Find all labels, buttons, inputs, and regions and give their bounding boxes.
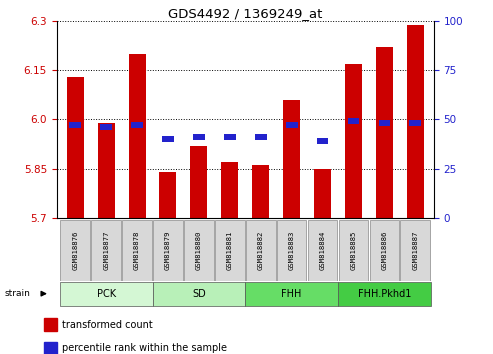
Text: GSM818876: GSM818876 — [72, 231, 78, 270]
Bar — [162, 136, 174, 142]
Bar — [317, 138, 328, 144]
Bar — [98, 123, 115, 218]
Bar — [345, 64, 362, 218]
FancyBboxPatch shape — [91, 220, 121, 281]
FancyBboxPatch shape — [60, 282, 152, 306]
Bar — [286, 122, 297, 128]
Text: GSM818880: GSM818880 — [196, 231, 202, 270]
Text: GSM818887: GSM818887 — [412, 231, 418, 270]
Text: GSM818884: GSM818884 — [319, 231, 325, 270]
Bar — [255, 134, 267, 140]
Text: FHH: FHH — [282, 289, 302, 299]
Bar — [314, 169, 331, 218]
Bar — [379, 120, 390, 126]
FancyBboxPatch shape — [215, 220, 245, 281]
FancyBboxPatch shape — [153, 220, 183, 281]
Text: SD: SD — [192, 289, 206, 299]
Bar — [100, 124, 112, 130]
FancyBboxPatch shape — [277, 220, 307, 281]
Bar — [407, 24, 424, 218]
FancyBboxPatch shape — [308, 220, 337, 281]
Bar — [70, 122, 81, 128]
FancyBboxPatch shape — [184, 220, 214, 281]
Bar — [376, 47, 393, 218]
Bar — [283, 100, 300, 218]
Bar — [129, 54, 145, 218]
Text: GSM818886: GSM818886 — [382, 231, 387, 270]
Bar — [348, 119, 359, 124]
FancyBboxPatch shape — [338, 282, 431, 306]
Text: GSM818879: GSM818879 — [165, 231, 171, 270]
Title: GDS4492 / 1369249_at: GDS4492 / 1369249_at — [168, 7, 322, 20]
FancyBboxPatch shape — [339, 220, 368, 281]
Text: GSM818881: GSM818881 — [227, 231, 233, 270]
FancyBboxPatch shape — [152, 282, 245, 306]
FancyBboxPatch shape — [122, 220, 152, 281]
Bar — [193, 134, 205, 140]
Bar — [159, 172, 176, 218]
FancyBboxPatch shape — [246, 220, 276, 281]
Text: GSM818882: GSM818882 — [258, 231, 264, 270]
Bar — [44, 342, 57, 354]
Text: GSM818885: GSM818885 — [351, 231, 356, 270]
Text: PCK: PCK — [97, 289, 116, 299]
Bar — [221, 162, 238, 218]
Bar — [252, 165, 269, 218]
Text: GSM818883: GSM818883 — [288, 231, 295, 270]
FancyBboxPatch shape — [400, 220, 430, 281]
Bar — [131, 122, 143, 128]
Text: transformed count: transformed count — [62, 320, 153, 330]
Text: FHH.Pkhd1: FHH.Pkhd1 — [358, 289, 411, 299]
Text: strain: strain — [4, 289, 31, 298]
Bar — [224, 134, 236, 140]
Bar — [409, 120, 421, 126]
Bar — [190, 146, 208, 218]
Bar — [67, 77, 84, 218]
Bar — [44, 318, 57, 331]
FancyBboxPatch shape — [370, 220, 399, 281]
FancyBboxPatch shape — [245, 282, 338, 306]
Text: GSM818878: GSM818878 — [134, 231, 140, 270]
FancyBboxPatch shape — [61, 220, 90, 281]
Text: GSM818877: GSM818877 — [103, 231, 109, 270]
Text: percentile rank within the sample: percentile rank within the sample — [62, 343, 227, 353]
